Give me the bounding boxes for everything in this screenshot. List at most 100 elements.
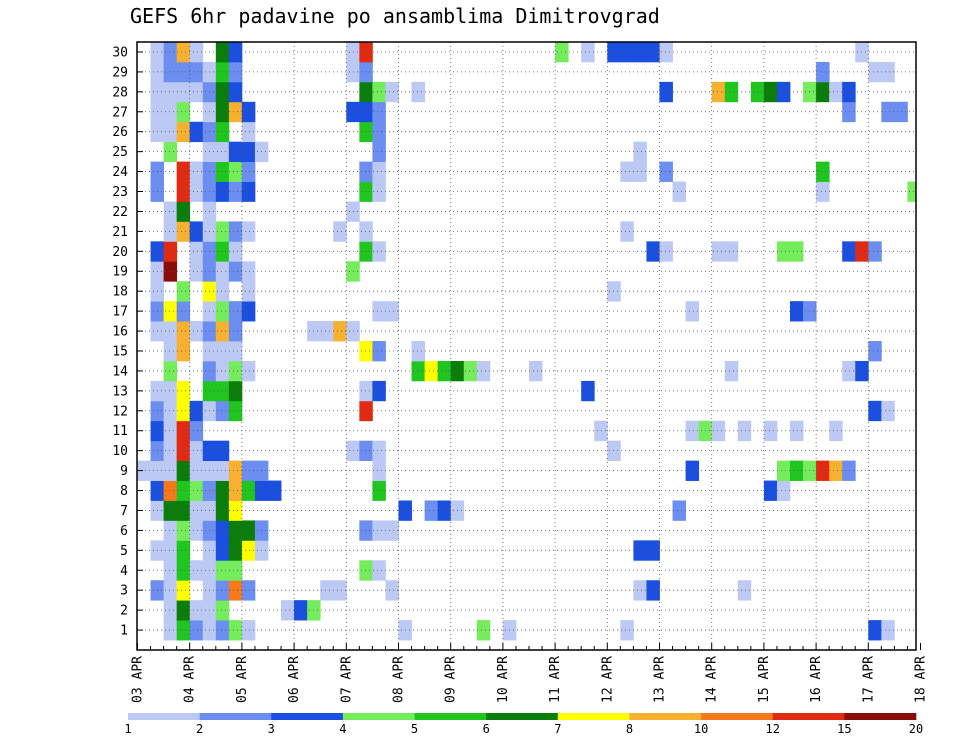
precip-cell	[424, 500, 439, 521]
precip-cell	[790, 301, 804, 322]
chart-title: GEFS 6hr padavine po ansamblima Dimitrov…	[130, 4, 660, 28]
precip-cell	[189, 241, 204, 262]
precip-cell	[411, 341, 425, 362]
precip-cell	[189, 221, 204, 242]
precip-cell	[359, 181, 373, 202]
precip-cell	[189, 61, 204, 83]
y-tick-label: 25	[112, 145, 128, 160]
precip-cell	[241, 301, 256, 322]
colorbar-swatch	[342, 713, 415, 720]
colorbar: 1 2 3 4 5 6 7 8 10 12 15 20	[124, 713, 923, 736]
precip-cell	[228, 101, 243, 123]
precip-cell	[189, 500, 204, 521]
precip-cell	[215, 181, 230, 202]
precip-cell	[228, 460, 243, 481]
precip-cell	[763, 480, 778, 501]
precip-cell	[163, 321, 178, 342]
precip-cell	[163, 580, 178, 601]
x-tick-label: 04 APR	[183, 656, 198, 703]
y-tick-label: 20	[112, 245, 128, 260]
precip-cell	[228, 360, 243, 382]
y-tick-label: 18	[112, 285, 128, 300]
precip-cell	[163, 420, 178, 442]
precip-cell	[228, 520, 243, 541]
precip-cell	[633, 141, 647, 162]
precip-cell	[685, 460, 700, 481]
precip-cell	[359, 241, 373, 262]
precip-cell	[907, 181, 917, 202]
colorbar-swatch	[701, 713, 774, 720]
y-tick-label: 4	[120, 564, 128, 579]
precip-cell	[463, 360, 478, 382]
y-tick-label: 29	[112, 65, 128, 80]
precip-cell	[842, 101, 856, 123]
precip-cell	[228, 321, 243, 342]
precip-cell	[359, 161, 373, 182]
precip-cell	[241, 620, 256, 641]
precip-cell	[476, 360, 491, 382]
precip-cell	[163, 540, 178, 561]
precip-cell	[241, 161, 256, 182]
precip-cell	[176, 460, 191, 481]
precip-cell	[163, 121, 178, 143]
precip-cell	[163, 620, 178, 641]
x-tick-label: 17 APR	[861, 656, 876, 703]
precip-cell	[215, 600, 230, 621]
y-tick-label: 15	[112, 344, 128, 359]
precip-cell	[215, 42, 230, 63]
x-tick-label: 09 APR	[444, 656, 459, 703]
precip-cell	[189, 440, 204, 462]
y-tick-label: 19	[112, 265, 128, 280]
y-tick-label: 12	[112, 404, 128, 419]
colorbar-label: 1	[124, 722, 131, 736]
precip-cell	[881, 101, 895, 123]
precip-cell	[620, 42, 634, 63]
precip-cell	[228, 380, 243, 402]
precip-cell	[176, 301, 191, 322]
precip-cell	[359, 380, 373, 402]
precip-cell	[868, 241, 882, 262]
precip-cell	[228, 61, 243, 83]
precip-cell	[189, 420, 204, 442]
precip-cell	[790, 420, 804, 442]
precip-cell	[829, 460, 843, 481]
precip-cell	[359, 520, 373, 541]
precip-cell	[228, 400, 243, 422]
precip-cell	[816, 81, 830, 103]
precip-cell	[816, 161, 830, 182]
precip-cell	[359, 42, 373, 63]
y-axis-ticks: 1234567891011121314151617181920212223242…	[112, 45, 143, 639]
x-tick-label: 05 APR	[235, 656, 250, 703]
precip-cell	[241, 181, 256, 202]
precip-cell	[372, 480, 386, 501]
precip-cell	[763, 420, 778, 442]
precip-cell	[176, 480, 191, 501]
precip-cell	[163, 460, 178, 481]
precip-cell	[215, 560, 230, 581]
colorbar-label: 7	[554, 722, 561, 736]
precip-cell	[607, 440, 621, 462]
precip-cell	[359, 121, 373, 143]
precip-cell	[359, 61, 373, 83]
colorbar-label: 3	[268, 722, 275, 736]
precip-cell	[281, 600, 295, 621]
precip-cell	[176, 161, 191, 182]
precip-cell	[372, 161, 386, 182]
precip-cell	[215, 261, 230, 282]
precip-cell	[163, 400, 178, 422]
precip-cell	[163, 480, 178, 501]
precip-cell	[215, 440, 230, 462]
y-tick-label: 1	[120, 624, 128, 639]
precip-cell	[581, 380, 595, 402]
y-tick-label: 17	[112, 305, 128, 320]
precip-cell	[241, 360, 256, 382]
precip-cell	[372, 121, 386, 143]
precip-cell	[411, 81, 425, 103]
colorbar-swatch	[557, 713, 630, 720]
precip-cell	[215, 380, 230, 402]
precip-cell	[333, 321, 347, 342]
colorbar-label: 5	[411, 722, 418, 736]
y-tick-label: 10	[112, 444, 128, 459]
colorbar-swatch	[128, 713, 200, 720]
precip-cell	[215, 341, 230, 362]
